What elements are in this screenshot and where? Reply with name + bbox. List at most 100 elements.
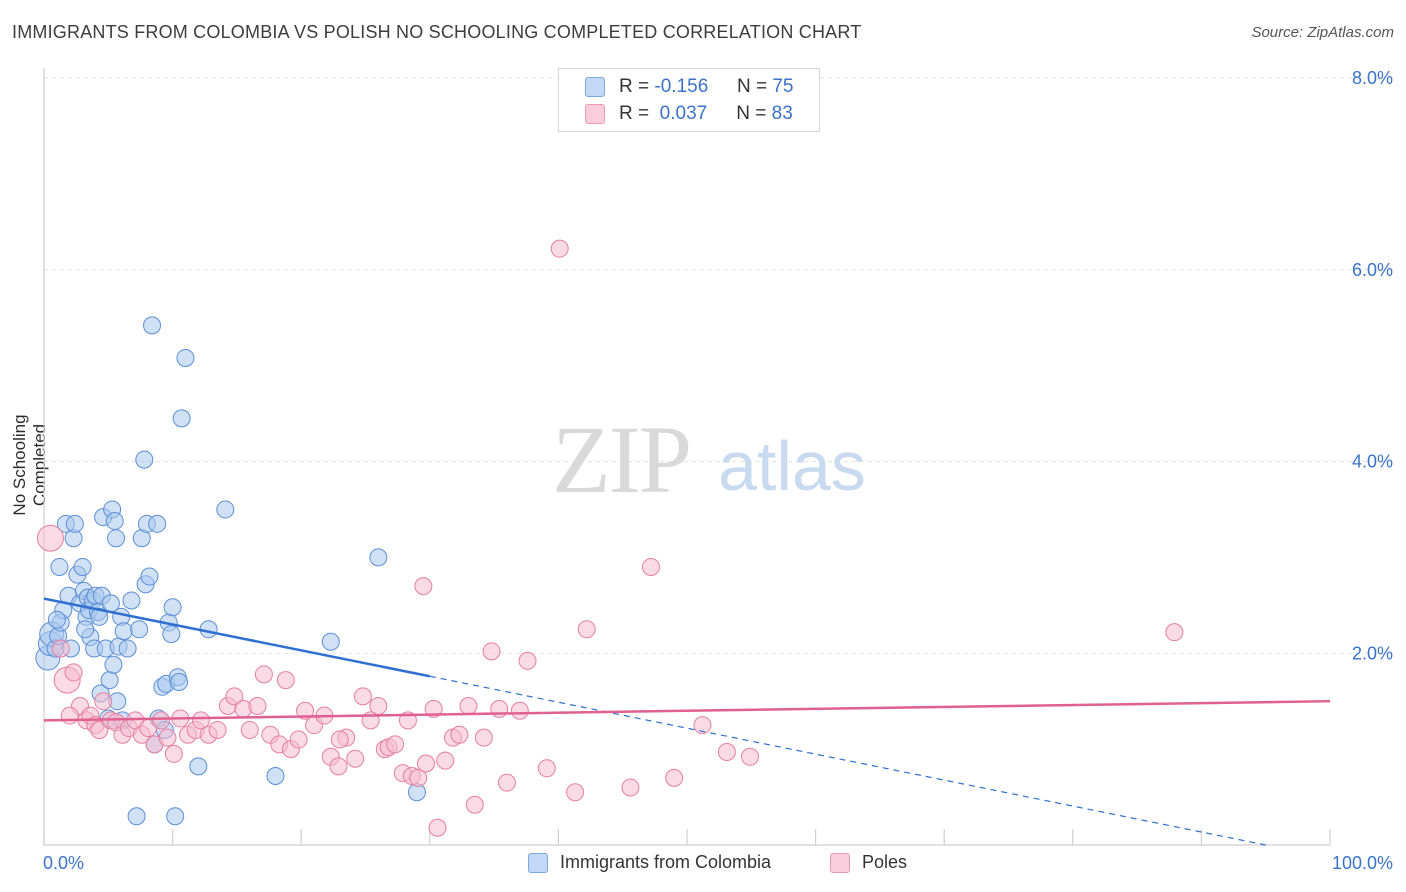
legend-label-colombia: Immigrants from Colombia bbox=[560, 852, 772, 872]
data-point-colombia bbox=[118, 639, 137, 658]
data-point-poles bbox=[717, 743, 736, 762]
data-point-poles bbox=[474, 728, 493, 747]
x-tick-label-max: 100.0% bbox=[1332, 853, 1393, 873]
data-point-colombia bbox=[189, 757, 208, 776]
data-point-poles bbox=[276, 671, 295, 690]
data-point-poles bbox=[248, 696, 267, 715]
data-point-poles bbox=[158, 728, 177, 747]
data-point-colombia bbox=[105, 511, 124, 530]
trend-line-colombia bbox=[43, 597, 431, 678]
data-point-poles bbox=[665, 768, 684, 787]
data-point-colombia bbox=[73, 557, 92, 576]
legend-item-poles[interactable]: Poles bbox=[830, 852, 907, 873]
legend-swatch-pink bbox=[585, 104, 605, 124]
data-point-poles bbox=[424, 699, 443, 718]
legend-swatch-pink bbox=[830, 852, 850, 873]
legend-r-value: -0.156 bbox=[654, 76, 709, 97]
data-point-poles bbox=[409, 768, 428, 787]
data-point-colombia bbox=[140, 567, 159, 586]
data-point-poles bbox=[459, 696, 478, 715]
data-point-poles bbox=[482, 642, 501, 661]
y-tick-label: 8.0% bbox=[1352, 68, 1393, 88]
legend-r-label: R = bbox=[619, 76, 650, 97]
data-point-colombia bbox=[369, 548, 388, 567]
data-point-poles bbox=[510, 701, 529, 720]
data-point-poles bbox=[51, 639, 70, 658]
data-point-poles bbox=[369, 696, 388, 715]
data-point-poles bbox=[693, 716, 712, 735]
data-point-colombia bbox=[176, 348, 195, 367]
data-point-poles bbox=[465, 795, 484, 814]
legend-item-colombia[interactable]: Immigrants from Colombia bbox=[528, 852, 771, 873]
data-point-poles bbox=[330, 730, 349, 749]
data-point-poles bbox=[518, 651, 537, 670]
data-point-colombia bbox=[266, 766, 285, 785]
series-poles-points bbox=[36, 239, 1184, 837]
data-point-poles bbox=[450, 725, 469, 744]
watermark-atlas: atlas bbox=[718, 427, 866, 505]
data-point-colombia bbox=[143, 316, 162, 335]
data-point-colombia bbox=[90, 607, 109, 626]
data-point-colombia bbox=[104, 655, 123, 674]
data-point-poles bbox=[329, 757, 348, 776]
data-point-colombia bbox=[100, 671, 119, 690]
data-point-colombia bbox=[162, 625, 181, 644]
data-point-poles bbox=[436, 751, 455, 770]
watermark: ZIP atlas bbox=[552, 406, 866, 513]
data-point-poles bbox=[36, 524, 64, 552]
data-point-poles bbox=[289, 730, 308, 749]
legend-n-label: N = bbox=[736, 103, 767, 124]
data-point-colombia bbox=[321, 632, 340, 651]
data-point-poles bbox=[577, 620, 596, 639]
y-tick-label: 2.0% bbox=[1352, 643, 1393, 663]
data-point-poles bbox=[346, 749, 365, 768]
y-tick-labels: 2.0% 4.0% 6.0% 8.0% bbox=[1352, 68, 1393, 663]
watermark-zip: ZIP bbox=[552, 406, 690, 513]
data-point-colombia bbox=[130, 620, 149, 639]
legend-n-label: N = bbox=[736, 76, 768, 97]
data-point-colombia bbox=[170, 673, 189, 692]
data-point-poles bbox=[164, 744, 183, 763]
x-tick-label-min: 0.0% bbox=[43, 853, 84, 873]
data-point-poles bbox=[416, 754, 435, 773]
data-point-poles bbox=[566, 783, 585, 802]
data-point-poles bbox=[208, 720, 227, 739]
data-point-poles bbox=[225, 687, 244, 706]
data-point-poles bbox=[641, 557, 660, 576]
y-tick-label: 6.0% bbox=[1352, 260, 1393, 280]
legend-r-label: R = bbox=[619, 103, 650, 124]
source-label: Source: ZipAtlas.com bbox=[1251, 24, 1394, 41]
data-point-colombia bbox=[127, 807, 146, 826]
data-point-colombia bbox=[172, 409, 191, 428]
data-point-colombia bbox=[163, 598, 182, 617]
data-point-poles bbox=[254, 665, 273, 684]
axes bbox=[43, 68, 1331, 846]
trend-line-colombia-extension bbox=[429, 675, 1266, 846]
legend-r-value: 0.037 bbox=[659, 103, 708, 124]
data-point-poles bbox=[64, 663, 83, 682]
data-point-poles bbox=[537, 759, 556, 778]
gridlines bbox=[44, 77, 1392, 654]
data-point-colombia bbox=[216, 500, 235, 519]
chart-title: IMMIGRANTS FROM COLOMBIA VS POLISH NO SC… bbox=[12, 22, 862, 42]
data-point-poles bbox=[741, 747, 760, 766]
data-point-poles bbox=[94, 692, 113, 711]
data-point-poles bbox=[90, 720, 109, 739]
data-point-colombia bbox=[65, 514, 84, 533]
series-colombia-points bbox=[35, 316, 426, 826]
data-point-poles bbox=[497, 773, 516, 792]
data-point-colombia bbox=[107, 529, 126, 548]
data-point-poles bbox=[296, 701, 315, 720]
legend-n-value: 83 bbox=[771, 103, 793, 124]
data-point-poles bbox=[60, 706, 79, 725]
data-point-colombia bbox=[50, 557, 69, 576]
data-point-poles bbox=[1165, 623, 1184, 642]
data-point-colombia bbox=[76, 620, 95, 639]
data-point-colombia bbox=[166, 807, 185, 826]
data-point-poles bbox=[240, 720, 259, 739]
data-point-poles bbox=[550, 239, 569, 258]
data-point-colombia bbox=[114, 622, 133, 641]
data-point-colombia bbox=[148, 514, 167, 533]
series-legend: Immigrants from Colombia Poles bbox=[0, 852, 1406, 878]
